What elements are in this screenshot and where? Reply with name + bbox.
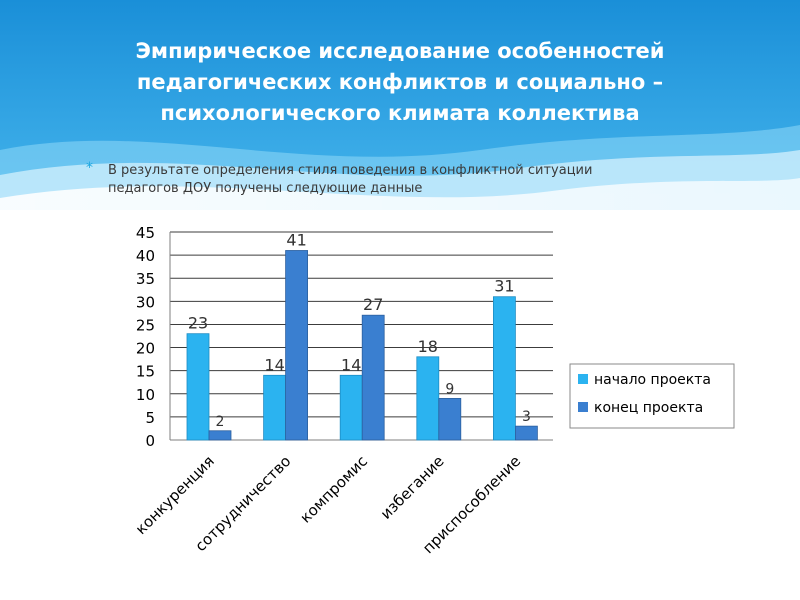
bar-value-label: 27 bbox=[363, 295, 383, 314]
title-line: психологического климата коллектива bbox=[160, 101, 640, 125]
bar bbox=[208, 430, 232, 441]
bar bbox=[361, 314, 385, 441]
data-labels: 23 2 14 41 14 27 18 9 31 3 bbox=[188, 230, 531, 429]
bar bbox=[285, 250, 309, 441]
bullet-line: педагогов ДОУ получены следующие данные bbox=[108, 181, 423, 196]
bar-value-label: 41 bbox=[286, 230, 306, 249]
bar-value-label: 3 bbox=[522, 409, 531, 425]
bar bbox=[492, 296, 516, 441]
x-category-label: компромис bbox=[297, 452, 372, 527]
bar bbox=[438, 397, 462, 441]
y-tick-label: 0 bbox=[145, 432, 155, 450]
bar-value-label: 14 bbox=[264, 355, 284, 374]
y-tick-label: 45 bbox=[136, 224, 155, 242]
bar-value-label: 23 bbox=[188, 314, 208, 333]
bar bbox=[186, 333, 210, 441]
y-tick-label: 15 bbox=[136, 363, 155, 381]
bullet-asterisk-icon: * bbox=[86, 160, 93, 176]
y-tick-label: 20 bbox=[136, 340, 155, 358]
x-category-label: конкуренция bbox=[132, 452, 218, 538]
bar bbox=[416, 356, 440, 441]
x-category-label: избегание bbox=[377, 452, 448, 523]
y-tick-label: 10 bbox=[136, 386, 155, 404]
bar-value-label: 18 bbox=[418, 337, 438, 356]
y-tick-label: 40 bbox=[136, 247, 155, 265]
bar bbox=[263, 374, 287, 441]
legend-label: конец проекта bbox=[594, 400, 703, 416]
bar bbox=[515, 425, 538, 441]
bullet-text: В результате определения стиля поведения… bbox=[86, 162, 686, 198]
title-line: педагогических конфликтов и социально – bbox=[136, 70, 664, 94]
y-tick-label: 30 bbox=[136, 293, 155, 311]
bar-value-label: 2 bbox=[216, 414, 225, 430]
y-tick-label: 5 bbox=[145, 409, 155, 427]
bars bbox=[186, 250, 538, 441]
bar bbox=[339, 374, 363, 441]
legend-swatch bbox=[578, 402, 588, 412]
y-axis-labels: 0 5 10 15 20 25 30 35 40 45 bbox=[136, 224, 155, 450]
legend-box bbox=[569, 363, 735, 429]
legend: начало проекта конец проекта bbox=[569, 363, 735, 429]
slide-title: Эмпирическое исследование особенностей п… bbox=[60, 36, 740, 129]
y-tick-label: 35 bbox=[136, 270, 155, 288]
legend-swatch bbox=[578, 374, 588, 384]
title-line: Эмпирическое исследование особенностей bbox=[135, 39, 665, 63]
bar-value-label: 9 bbox=[445, 381, 454, 397]
bullet-line: В результате определения стиля поведения… bbox=[108, 163, 593, 178]
y-tick-label: 25 bbox=[136, 316, 155, 334]
bar-value-label: 14 bbox=[341, 355, 361, 374]
header-banner bbox=[0, 0, 800, 225]
legend-label: начало проекта bbox=[594, 372, 711, 388]
bar-value-label: 31 bbox=[494, 277, 514, 296]
